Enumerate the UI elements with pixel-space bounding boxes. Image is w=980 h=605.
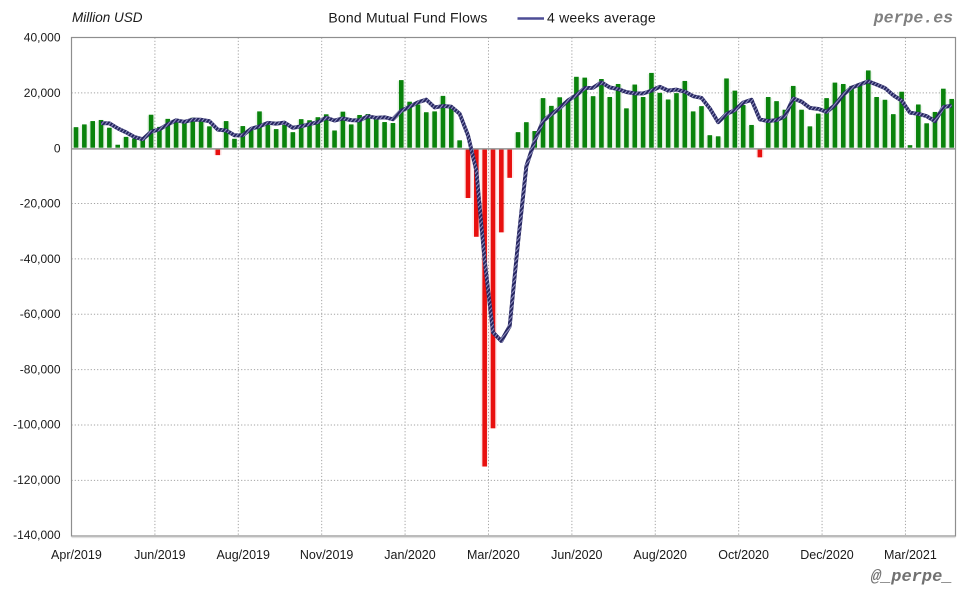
svg-text:-20,000: -20,000 [20, 197, 61, 211]
svg-text:Dec/2020: Dec/2020 [800, 548, 854, 562]
svg-text:Bond Mutual Fund Flows: Bond Mutual Fund Flows [328, 10, 487, 26]
svg-text:-40,000: -40,000 [20, 252, 61, 266]
svg-text:@_perpe_: @_perpe_ [871, 568, 953, 587]
svg-text:0: 0 [54, 141, 61, 155]
svg-text:Aug/2020: Aug/2020 [633, 548, 687, 562]
svg-text:Mar/2021: Mar/2021 [884, 548, 937, 562]
svg-text:perpe.es: perpe.es [873, 9, 953, 28]
svg-text:Mar/2020: Mar/2020 [467, 548, 520, 562]
svg-text:4 weeks average: 4 weeks average [547, 10, 656, 26]
svg-text:40,000: 40,000 [24, 31, 61, 45]
svg-text:-120,000: -120,000 [13, 473, 61, 487]
svg-text:-100,000: -100,000 [13, 418, 61, 432]
svg-text:Oct/2020: Oct/2020 [718, 548, 769, 562]
svg-text:-80,000: -80,000 [20, 362, 61, 376]
svg-text:-60,000: -60,000 [20, 307, 61, 321]
svg-text:-140,000: -140,000 [13, 528, 61, 542]
svg-text:Apr/2019: Apr/2019 [51, 548, 102, 562]
svg-text:Nov/2019: Nov/2019 [300, 548, 354, 562]
svg-text:Aug/2019: Aug/2019 [216, 548, 270, 562]
svg-text:Jun/2020: Jun/2020 [551, 548, 602, 562]
svg-text:Jan/2020: Jan/2020 [384, 548, 435, 562]
svg-text:20,000: 20,000 [24, 86, 61, 100]
svg-text:Million USD: Million USD [72, 10, 143, 25]
svg-text:Jun/2019: Jun/2019 [134, 548, 185, 562]
